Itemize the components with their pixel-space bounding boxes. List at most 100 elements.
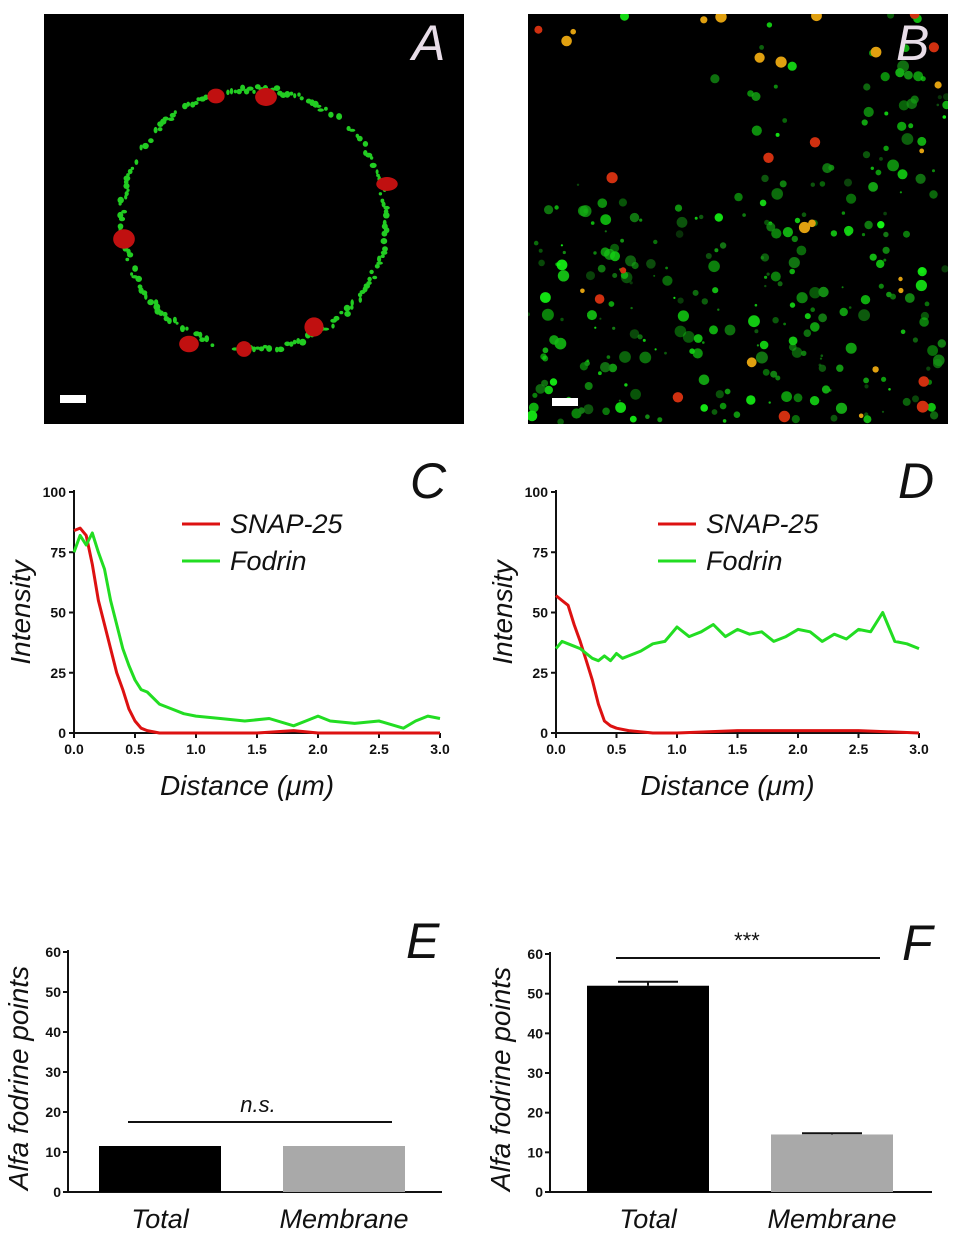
fodrin-spot [193,101,199,105]
y-tick-label: 100 [43,484,67,500]
fodrin-spot [926,366,931,371]
fodrin-spot [839,307,848,317]
fodrin-spot [328,111,334,118]
fodrin-spot [544,205,554,215]
fodrin-spot [835,402,848,414]
fodrin-spot [818,313,827,323]
fodrin-spot [715,390,724,399]
fodrin-spot [804,313,811,320]
snap25-spot [919,148,925,154]
fodrin-spot [602,407,610,416]
fodrin-spot [608,301,615,307]
fodrin-spot [887,159,899,172]
fodrin-spot [803,329,812,338]
fodrin-spot [637,334,643,340]
snap25-spot [916,400,929,413]
fodrin-spot [789,268,795,275]
fodrin-spot [775,375,781,381]
fodrin-spot [860,295,871,305]
fodrin-spot [701,298,708,305]
snap25-spot [179,335,199,353]
fodrin-spot [284,91,291,98]
fodrin-spot [137,284,143,290]
fodrin-spot [266,345,273,352]
fodrin-spot [139,144,143,151]
fodrin-spot [930,411,939,420]
fodrin-spot [554,205,559,210]
series-line-snap-25 [73,526,440,735]
fodrin-spot [775,132,780,137]
fodrin-spot [942,100,948,110]
fodrin-spot [771,228,782,239]
fodrin-spot [544,385,553,395]
fodrin-spot [369,269,374,275]
fodrin-spot [142,142,149,150]
x-axis-title: Distance (μm) [640,770,814,801]
snap25-spot [808,219,816,228]
fodrin-spot [173,110,177,115]
fodrin-spot [199,337,206,343]
fodrin-spot [783,322,786,326]
fodrin-spot [772,317,779,324]
x-tick-label: 2.0 [788,741,808,757]
fodrin-spot [788,336,798,346]
fodrin-spot [862,151,871,159]
fodrin-spot [624,383,628,387]
micrograph-panel-b [528,14,948,424]
fodrin-spot [888,388,891,391]
significance-label: *** [733,928,760,953]
fodrin-spot [863,83,871,91]
fodrin-spot [233,89,238,94]
fodrin-spot [932,169,935,173]
fodrin-spot [594,326,597,329]
fodrin-spot [583,404,594,415]
fodrin-spot [937,339,946,348]
fodrin-spot [674,325,687,338]
fodrin-spot [861,119,868,126]
fodrin-spot [754,329,759,334]
bar-total [99,1146,221,1192]
series-line-fodrin [554,611,920,663]
fodrin-spot [936,103,940,107]
fodrin-spot [535,384,546,394]
y-tick-label: 0 [540,725,548,741]
fodrin-spot [917,136,927,146]
fodrin-spot [226,89,230,96]
fodrin-spot [898,100,909,111]
fodrin-spot [863,377,869,384]
fodrin-spot [629,281,633,285]
fodrin-spot [620,14,629,21]
x-tick-label: 1.5 [728,741,748,757]
fodrin-spot [380,238,388,245]
fodrin-spot [883,211,887,216]
snap25-spot [113,229,135,249]
fodrin-spot [771,188,783,200]
x-axis-title: Distance (μm) [160,770,334,801]
panel-letter-d: D [898,453,934,509]
fodrin-spot [382,246,388,252]
fodrin-spot [759,199,767,207]
fodrin-spot [284,341,291,347]
x-tick-label: 1.0 [186,741,206,757]
fodrin-spot [887,14,895,19]
fodrin-spot [694,216,698,220]
fodrin-spot [919,317,929,327]
fodrin-spot [229,88,234,95]
fodrin-spot [828,388,832,392]
line-chart-C: 0 25 50 75 100 0.0 0.5 1.0 1.5 2.0 2.5 3.0 Distance … [5,453,450,801]
fodrin-spot [943,93,948,101]
fodrin-spot [705,253,712,259]
snap25-spot [872,366,879,373]
fodrin-spot [383,212,390,219]
panel-letter-f: F [902,915,935,971]
snap25-spot [570,28,576,35]
fodrin-spot [381,201,386,208]
fodrin-spot [557,270,570,282]
fodrin-spot [356,135,363,142]
fodrin-spot [172,316,177,324]
x-tick-label: 0.0 [546,741,566,757]
fodrin-spot [350,305,354,310]
y-tick-label: 40 [45,1024,61,1040]
fodrin-spot [324,106,328,111]
